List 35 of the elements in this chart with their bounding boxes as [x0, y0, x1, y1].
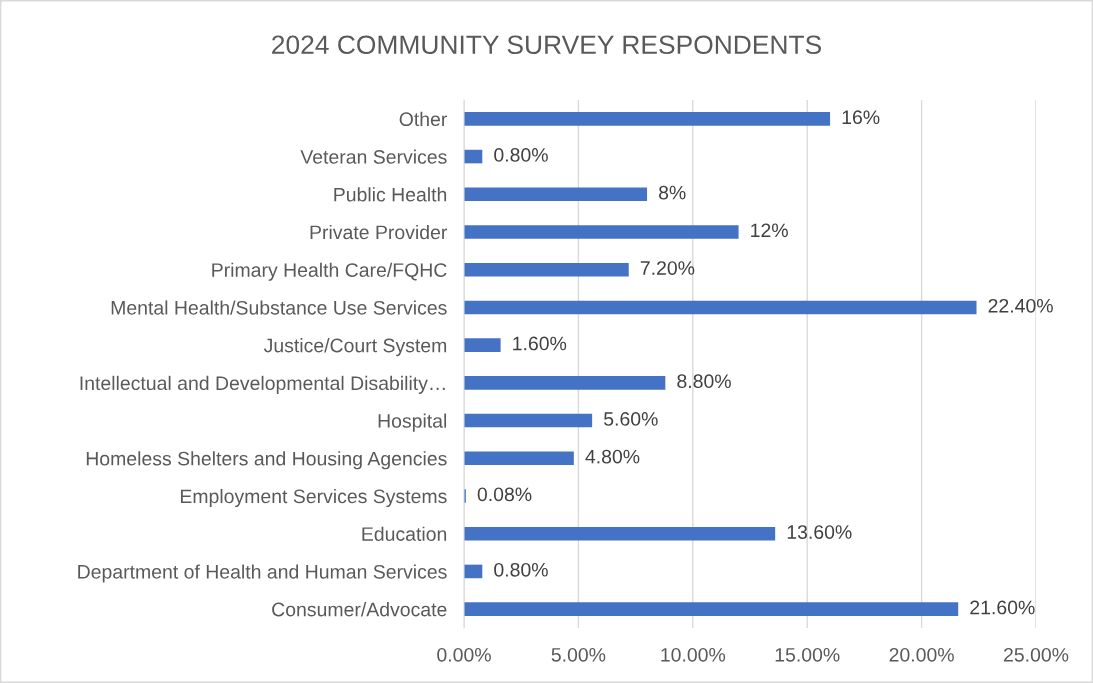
y-tick-label: Private Provider	[310, 224, 448, 240]
data-label: 7.20%	[640, 261, 695, 275]
x-tick-label: 25.00%	[1004, 647, 1069, 662]
y-tick-label: Education	[362, 526, 447, 541]
x-tick-label: 5.00%	[551, 647, 606, 662]
data-label: 22.40%	[988, 298, 1053, 313]
y-tick-label: Department of Health and Human Services	[78, 564, 447, 583]
data-label: 16%	[842, 110, 880, 125]
x-tick-label: 0.00%	[437, 647, 491, 662]
y-tick-label: Employment Services Systems	[180, 488, 447, 508]
data-label: 0.80%	[494, 562, 548, 577]
data-label: 4.80%	[585, 449, 640, 464]
y-tick-label: Consumer/Advocate	[272, 602, 447, 617]
data-label: 0.80%	[494, 148, 548, 162]
data-label: 0.08%	[477, 487, 532, 502]
x-tick-label: 15.00%	[775, 647, 840, 662]
x-tick-label: 10.00%	[661, 647, 726, 662]
data-label: 5.60%	[604, 412, 658, 426]
y-tick-label: Public Health	[334, 187, 447, 202]
y-tick-label: Other	[399, 111, 448, 127]
data-label: 8.80%	[677, 374, 731, 389]
y-tick-label: Veteran Services	[300, 149, 447, 164]
data-label: 21.60%	[970, 600, 1035, 615]
y-tick-label: Homeless Shelters and Housing Agencies	[86, 451, 447, 470]
y-tick-label: Mental Health/Substance Use Services	[111, 300, 447, 315]
x-tick-label: 20.00%	[889, 647, 954, 662]
data-label: 13.60%	[787, 525, 852, 539]
y-tick-label: Justice/Court System	[263, 338, 447, 357]
chart-title: 2024 COMMUNITY SURVEY RESPONDENTS	[272, 35, 821, 55]
y-tick-label: Hospital	[378, 413, 447, 432]
y-tick-label: Intellectual and Developmental Disability…	[80, 375, 445, 394]
data-label: 12%	[751, 223, 788, 238]
data-label: 1.60%	[513, 336, 567, 351]
y-tick-label: Primary Health Care/FQHC	[212, 262, 447, 281]
data-label: 8%	[659, 185, 686, 200]
